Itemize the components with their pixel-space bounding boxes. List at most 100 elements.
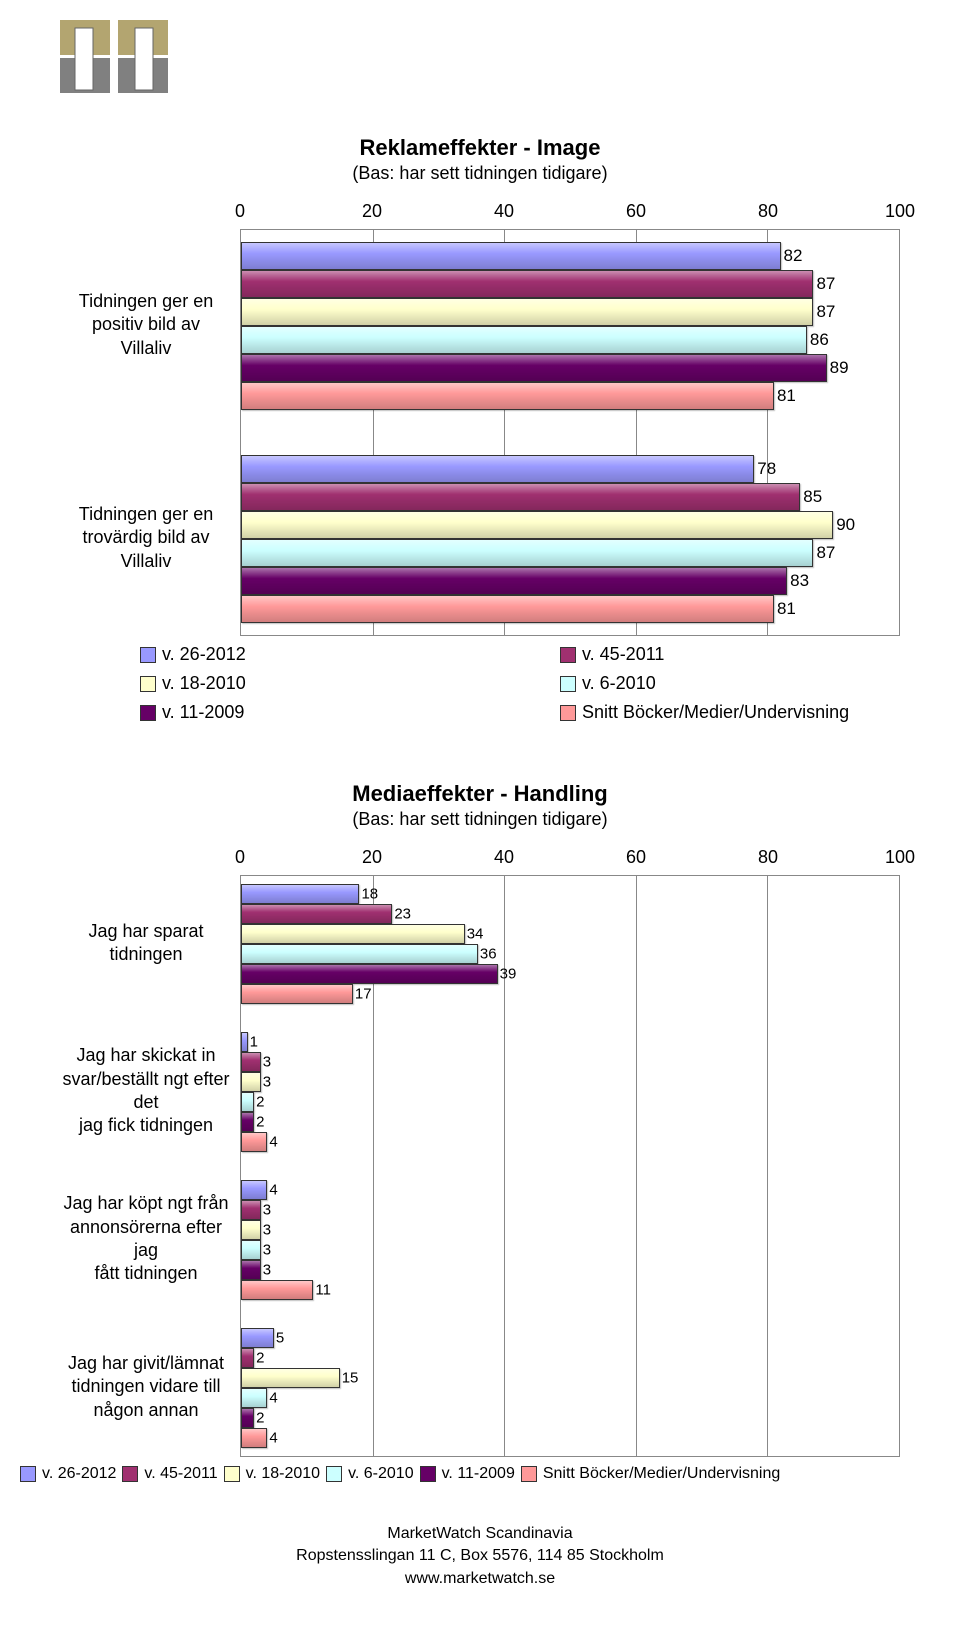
bar-value: 3: [263, 1222, 271, 1239]
legend-item: v. 11-2009: [420, 1465, 515, 1483]
x-tick: 60: [626, 847, 646, 868]
bar-value: 4: [269, 1182, 277, 1199]
bar-row: 3: [241, 1052, 899, 1072]
category-label: Jag har sparat tidningen: [60, 883, 240, 1003]
bar-value: 78: [757, 459, 776, 479]
bar: 78: [241, 455, 754, 483]
x-tick: 100: [885, 847, 915, 868]
legend-label: v. 6-2010: [582, 673, 656, 694]
bar-row: 3: [241, 1240, 899, 1260]
bar-row: 2: [241, 1092, 899, 1112]
bar-value: 83: [790, 571, 809, 591]
bar-row: 3: [241, 1260, 899, 1280]
chart1-legend: v. 26-2012 v. 45-2011 v. 18-2010 v. 6-2010 v…: [140, 644, 960, 731]
bar-value: 3: [263, 1054, 271, 1071]
bar: 3: [241, 1052, 261, 1072]
legend-item: v. 18-2010: [224, 1465, 320, 1483]
legend-swatch: [560, 705, 576, 721]
bar: 17: [241, 984, 353, 1004]
bar-row: 4: [241, 1428, 899, 1448]
legend-item: v. 6-2010: [326, 1465, 414, 1483]
legend-label: v. 45-2011: [582, 644, 664, 665]
legend-item: v. 6-2010: [560, 673, 960, 694]
bar-value: 89: [830, 358, 849, 378]
bar: 2: [241, 1408, 254, 1428]
x-tick: 100: [885, 201, 915, 222]
bar-value: 2: [256, 1094, 264, 1111]
page-footer: MarketWatch Scandinavia Ropstensslingan …: [60, 1523, 900, 1590]
bar: 4: [241, 1132, 267, 1152]
legend-swatch: [560, 647, 576, 663]
bar-group: 788590878381: [241, 455, 899, 623]
bar: 36: [241, 944, 478, 964]
bar-row: 89: [241, 354, 899, 382]
bar-value: 11: [315, 1282, 331, 1299]
bar-row: 1: [241, 1032, 899, 1052]
x-tick: 80: [758, 847, 778, 868]
x-tick: 20: [362, 847, 382, 868]
bar: 89: [241, 354, 827, 382]
bar-group: 182334363917: [241, 884, 899, 1004]
legend-label: Snitt Böcker/Medier/Undervisning: [543, 1465, 780, 1483]
legend-item: v. 18-2010: [140, 673, 560, 694]
bar-row: 87: [241, 298, 899, 326]
bar: 86: [241, 326, 807, 354]
bar-row: 4: [241, 1132, 899, 1152]
x-tick: 20: [362, 201, 382, 222]
bar: 4: [241, 1180, 267, 1200]
bar-value: 23: [394, 906, 411, 923]
chart2-body: Jag har sparat tidningenJag har skickat …: [60, 875, 900, 1457]
bar: 82: [241, 242, 781, 270]
legend-item: v. 45-2011: [560, 644, 960, 665]
bar: 81: [241, 382, 774, 410]
bar: 3: [241, 1200, 261, 1220]
bar-value: 2: [256, 1410, 264, 1427]
legend-swatch: [140, 647, 156, 663]
chart2-subtitle: (Bas: har sett tidningen tidigare): [60, 809, 900, 830]
bar-row: 85: [241, 483, 899, 511]
bar-value: 90: [836, 515, 855, 535]
bar-row: 83: [241, 567, 899, 595]
legend-label: v. 45-2011: [144, 1465, 217, 1483]
bar: 11: [241, 1280, 313, 1300]
bar-value: 2: [256, 1350, 264, 1367]
bar-row: 3: [241, 1220, 899, 1240]
legend-label: v. 26-2012: [162, 644, 246, 665]
legend-item: v. 26-2012: [20, 1465, 116, 1483]
legend-swatch: [560, 676, 576, 692]
bar-row: 86: [241, 326, 899, 354]
bar-value: 87: [816, 302, 835, 322]
bar-row: 82: [241, 242, 899, 270]
legend-swatch: [521, 1466, 537, 1482]
chart1-x-axis: 020406080100: [60, 199, 900, 229]
legend-swatch: [420, 1466, 436, 1482]
legend-swatch: [20, 1466, 36, 1482]
bar-row: 78: [241, 455, 899, 483]
bar-value: 5: [276, 1330, 284, 1347]
bar-row: 87: [241, 539, 899, 567]
bar-row: 5: [241, 1328, 899, 1348]
bar-value: 81: [777, 599, 796, 619]
chart1-subtitle: (Bas: har sett tidningen tidigare): [60, 163, 900, 184]
bar-row: 2: [241, 1348, 899, 1368]
bar-row: 18: [241, 884, 899, 904]
bar-value: 87: [816, 543, 835, 563]
footer-line2: Ropstensslingan 11 C, Box 5576, 114 85 S…: [60, 1545, 900, 1567]
legend-item: v. 11-2009: [140, 702, 560, 723]
bar-value: 82: [784, 246, 803, 266]
bar: 87: [241, 270, 813, 298]
bar-row: 36: [241, 944, 899, 964]
bar-value: 36: [480, 946, 497, 963]
category-label: Tidningen ger entrovärdig bild avVillali…: [60, 454, 240, 622]
bar-value: 1: [250, 1034, 258, 1051]
bar-row: 34: [241, 924, 899, 944]
logo: [60, 20, 190, 120]
bar-value: 18: [361, 886, 378, 903]
footer-line3: www.marketwatch.se: [60, 1568, 900, 1590]
bar: 34: [241, 924, 465, 944]
legend-item: v. 45-2011: [122, 1465, 217, 1483]
x-tick: 40: [494, 847, 514, 868]
bar-group: 5215424: [241, 1328, 899, 1448]
bar-row: 23: [241, 904, 899, 924]
bar-value: 4: [269, 1134, 277, 1151]
